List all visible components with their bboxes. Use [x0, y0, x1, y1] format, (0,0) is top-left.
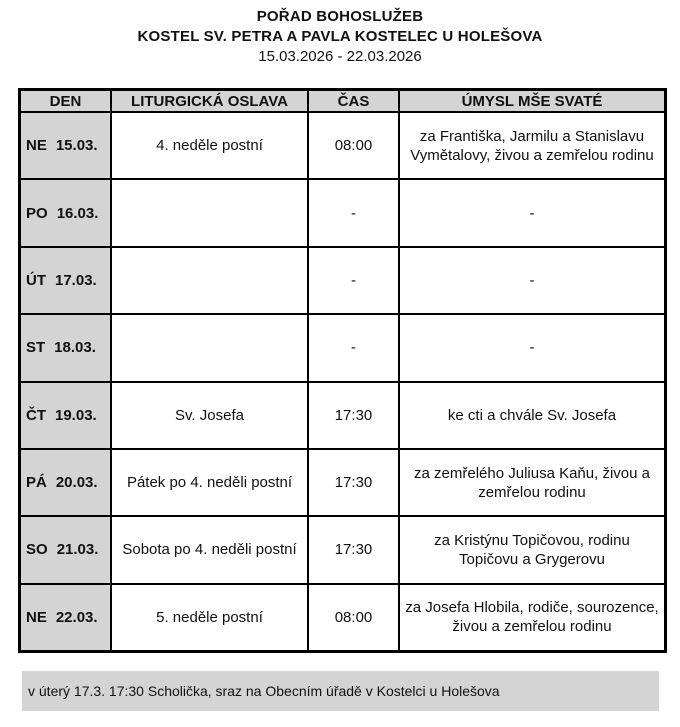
celebration-cell: 4. neděle postní	[112, 113, 309, 179]
day-cell: PÁ 20.03.	[21, 449, 112, 516]
day-abbreviation: ČT	[26, 406, 46, 424]
column-header-umysl-mse-svate: ÚMYSL MŠE SVATÉ	[400, 91, 664, 111]
table-row: ST 18.03. - -	[21, 315, 664, 383]
celebration-cell	[112, 180, 309, 246]
day-cell: ST 18.03.	[21, 315, 112, 381]
intention-cell: za Josefa Hlobila, rodiče, sourozence, ž…	[405, 599, 659, 636]
column-header-liturgicka-oslava: LITURGICKÁ OSLAVA	[112, 91, 309, 111]
date-range: 15.03.2026 - 22.03.2026	[258, 48, 422, 65]
table-row: NE 15.03. 4. neděle postní 08:00 za Fran…	[21, 113, 664, 181]
document-header: POŘAD BOHOSLUŽEB KOSTEL SV. PETRA A PAVL…	[0, 7, 680, 66]
page-title: POŘAD BOHOSLUŽEB	[256, 8, 424, 25]
church-name: KOSTEL SV. PETRA A PAVLA KOSTELEC U HOLE…	[137, 28, 543, 45]
day-cell: ČT 19.03.	[21, 382, 112, 448]
column-header-cas: ČAS	[309, 91, 400, 111]
table-row: SO 21.03. Sobota po 4. neděli postní 17:…	[21, 517, 664, 585]
day-abbreviation: PO	[26, 204, 48, 222]
day-abbreviation: SO	[26, 541, 48, 559]
day-cell: ÚT 17.03.	[21, 247, 112, 314]
day-abbreviation: ST	[26, 339, 46, 357]
table-row: PO 16.03. - -	[21, 180, 664, 248]
schedule-table: DEN LITURGICKÁ OSLAVA ČAS ÚMYSL MŠE SVAT…	[18, 88, 667, 653]
celebration-cell	[112, 247, 309, 314]
time-cell: 17:30	[309, 449, 400, 516]
celebration-cell: Sobota po 4. neděli postní	[112, 517, 309, 583]
table-row: PÁ 20.03. Pátek po 4. neděli postní 17:3…	[21, 449, 664, 518]
time-cell: -	[309, 315, 400, 381]
day-date: 21.03.	[56, 541, 99, 559]
intention-cell: za Kristýnu Topičovou, rodinu Topičovu a…	[434, 531, 630, 568]
day-abbreviation: ÚT	[26, 271, 46, 289]
intention-cell: ke cti a chvále Sv. Josefa	[447, 406, 617, 424]
time-cell: 17:30	[309, 517, 400, 583]
intention-cell: -	[529, 339, 535, 357]
intention-cell: -	[529, 204, 535, 222]
day-date: 19.03.	[55, 406, 97, 424]
celebration-cell	[112, 315, 309, 381]
day-abbreviation: NE	[26, 137, 47, 155]
table-header-row: DEN LITURGICKÁ OSLAVA ČAS ÚMYSL MŠE SVAT…	[21, 91, 664, 113]
time-cell: 08:00	[309, 113, 400, 179]
time-cell: -	[309, 247, 400, 314]
day-date: 18.03.	[54, 339, 96, 357]
time-cell: 17:30	[309, 382, 400, 448]
day-date: 16.03.	[56, 204, 99, 222]
table-row: ÚT 17.03. - -	[21, 247, 664, 316]
intention-cell: za Františka, Jarmilu a Stanislavu Vymět…	[410, 127, 654, 164]
table-row: ČT 19.03. Sv. Josefa 17:30 ke cti a chvá…	[21, 382, 664, 450]
celebration-cell: 5. neděle postní	[112, 584, 309, 650]
announcement-text: v úterý 17.3. 17:30 Scholička, sraz na O…	[28, 683, 500, 699]
day-abbreviation: NE	[26, 608, 47, 626]
day-abbreviation: PÁ	[26, 474, 47, 492]
day-date: 20.03.	[55, 474, 98, 492]
day-date: 22.03.	[55, 608, 98, 626]
day-cell: SO 21.03.	[21, 517, 112, 583]
celebration-cell: Pátek po 4. neděli postní	[112, 449, 309, 516]
intention-cell: za zemřelého Juliusa Kaňu, živou a zemře…	[414, 464, 650, 501]
intention-cell: -	[529, 271, 535, 289]
time-cell: -	[309, 180, 400, 246]
day-date: 15.03.	[55, 137, 98, 155]
time-cell: 08:00	[309, 584, 400, 650]
celebration-cell: Sv. Josefa	[112, 382, 309, 448]
day-cell: NE 22.03.	[21, 584, 112, 650]
day-cell: NE 15.03.	[21, 113, 112, 179]
day-date: 17.03.	[55, 271, 97, 289]
day-cell: PO 16.03.	[21, 180, 112, 246]
table-row: NE 22.03. 5. neděle postní 08:00 za Jose…	[21, 584, 664, 650]
announcement-bar: v úterý 17.3. 17:30 Scholička, sraz na O…	[22, 671, 659, 711]
column-header-den: DEN	[21, 91, 112, 111]
